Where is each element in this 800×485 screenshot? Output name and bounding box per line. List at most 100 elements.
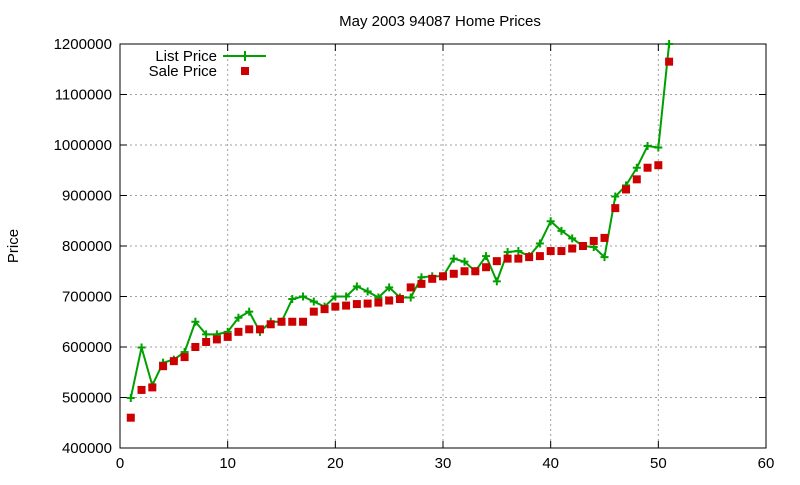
data-point-sale-price — [578, 242, 587, 250]
data-point-list-price — [234, 313, 243, 322]
data-point-sale-price — [557, 247, 566, 256]
x-tick-label: 60 — [758, 455, 775, 472]
data-point-sale-price — [643, 163, 652, 172]
data-point-list-price — [482, 252, 491, 261]
data-point-list-price — [126, 394, 135, 403]
data-point-sale-price — [277, 317, 286, 326]
data-point-list-price — [654, 143, 663, 152]
x-tick-label: 20 — [327, 455, 344, 472]
data-point-sale-price — [471, 267, 480, 276]
data-point-sale-price — [449, 269, 458, 278]
data-point-sale-price — [266, 320, 275, 329]
y-tick-label: 900000 — [62, 188, 112, 205]
data-point-sale-price — [622, 185, 631, 194]
data-point-sale-price — [589, 236, 598, 245]
series-line-list-price — [129, 43, 671, 399]
data-point-sale-price — [417, 279, 426, 288]
data-point-sale-price — [223, 332, 232, 341]
data-point-sale-price — [514, 254, 523, 263]
data-point-sale-price — [492, 257, 501, 266]
data-point-list-price — [385, 283, 394, 292]
data-point-list-price — [449, 254, 458, 263]
data-point-sale-price — [428, 274, 437, 283]
series-layer — [126, 40, 674, 422]
data-point-list-price — [342, 292, 351, 301]
data-point-sale-price — [288, 317, 297, 326]
grid-layer — [120, 44, 766, 448]
data-point-list-price — [352, 282, 361, 291]
data-point-sale-price — [482, 263, 491, 272]
legend-marker-list-price — [240, 51, 250, 61]
x-tick-label: 40 — [542, 455, 559, 472]
data-point-list-price — [191, 317, 200, 326]
data-point-sale-price — [191, 343, 200, 351]
chart-title: May 2003 94087 Home Prices — [339, 13, 541, 30]
data-point-list-price — [460, 257, 469, 266]
y-tick-label: 700000 — [62, 289, 112, 306]
data-point-sale-price — [299, 317, 308, 326]
data-point-list-price — [492, 277, 501, 286]
data-point-sale-price — [632, 175, 641, 184]
y-tick-label: 1000000 — [54, 137, 112, 154]
y-tick-label: 800000 — [62, 238, 112, 255]
data-point-sale-price — [600, 233, 609, 242]
legend: List Price Sale Price — [149, 48, 266, 80]
data-point-sale-price — [180, 353, 189, 362]
data-point-list-price — [514, 247, 523, 256]
data-point-sale-price — [169, 357, 178, 366]
data-point-sale-price — [331, 302, 340, 311]
y-axis-label: Price — [5, 229, 22, 263]
data-point-list-price — [600, 253, 609, 262]
data-point-sale-price — [439, 272, 447, 281]
data-point-list-price — [309, 297, 318, 306]
data-point-sale-price — [148, 383, 157, 392]
data-point-sale-price — [395, 295, 404, 304]
data-point-list-price — [665, 40, 674, 48]
data-point-sale-price — [546, 247, 555, 256]
data-point-sale-price — [568, 244, 577, 253]
y-tick-label: 1100000 — [55, 87, 112, 104]
data-point-sale-price — [374, 298, 383, 307]
data-point-sale-price — [245, 325, 254, 334]
data-point-list-price — [535, 239, 544, 248]
data-point-list-price — [568, 234, 577, 243]
y-tick-label: 400000 — [62, 440, 112, 457]
data-point-list-price — [632, 163, 641, 172]
data-point-sale-price — [309, 307, 318, 316]
data-point-sale-price — [159, 362, 168, 371]
axis-layer: 0 10 20 30 40 50 60 400000 500000 600000 700000 800… — [54, 36, 775, 472]
x-tick-label: 30 — [435, 455, 452, 472]
data-point-list-price — [202, 330, 211, 339]
data-point-sale-price — [352, 300, 361, 309]
data-point-list-price — [557, 226, 566, 235]
data-point-sale-price — [665, 57, 674, 66]
data-point-sale-price — [137, 385, 146, 394]
data-point-sale-price — [363, 299, 372, 308]
y-tick-label: 500000 — [62, 390, 112, 407]
legend-marker-sale-price — [241, 67, 249, 75]
x-tick-label: 0 — [116, 455, 124, 472]
x-tick-label: 10 — [219, 455, 236, 472]
data-point-list-price — [546, 217, 555, 226]
data-point-list-price — [611, 192, 620, 201]
data-point-list-price — [288, 295, 297, 304]
data-point-sale-price — [460, 267, 469, 276]
data-point-list-price — [406, 293, 415, 302]
data-point-sale-price — [320, 305, 329, 314]
data-point-list-price — [331, 292, 340, 301]
data-point-sale-price — [385, 296, 394, 305]
y-tick-label: 1200000 — [54, 36, 112, 53]
data-point-sale-price — [654, 161, 663, 170]
data-point-sale-price — [255, 325, 264, 334]
x-tick-label: 50 — [650, 455, 667, 472]
data-point-list-price — [643, 142, 652, 151]
data-point-list-price — [299, 292, 308, 301]
legend-label-sale-price: Sale Price — [149, 63, 217, 80]
legend-label-list-price: List Price — [155, 48, 217, 65]
data-point-sale-price — [406, 283, 415, 292]
data-point-sale-price — [535, 252, 544, 261]
y-tick-label: 600000 — [62, 339, 112, 356]
data-point-sale-price — [611, 204, 620, 213]
